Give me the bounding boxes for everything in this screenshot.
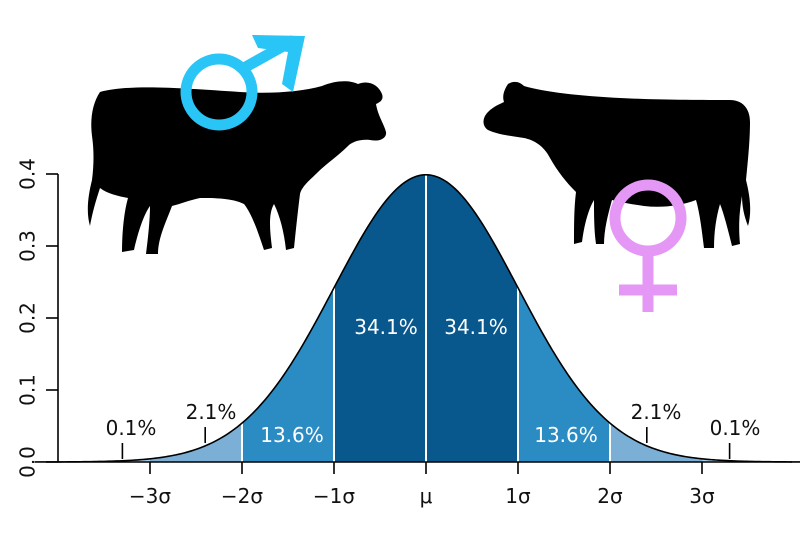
percent-label: 0.1% xyxy=(710,416,761,440)
y-tick-label: 0.1 xyxy=(16,374,40,406)
percent-label: 34.1% xyxy=(444,315,508,339)
x-tick-label: 1σ xyxy=(505,484,531,508)
y-tick-label: 0.2 xyxy=(16,302,40,334)
bull-silhouette-icon xyxy=(87,81,387,254)
x-tick-label: 3σ xyxy=(689,484,715,508)
percent-label: 0.1% xyxy=(106,416,157,440)
percent-label: 13.6% xyxy=(534,423,598,447)
male-symbol-icon xyxy=(180,35,305,131)
cow-silhouette-icon xyxy=(483,81,751,248)
female-symbol-icon xyxy=(609,179,687,312)
y-tick-label: 0.0 xyxy=(16,446,40,478)
x-tick-label: −3σ xyxy=(129,484,171,508)
x-tick-label: −2σ xyxy=(221,484,263,508)
region-fill xyxy=(610,423,702,462)
percent-label: 2.1% xyxy=(631,400,682,424)
percent-label: 34.1% xyxy=(354,315,418,339)
y-tick-label: 0.3 xyxy=(16,230,40,262)
percent-label: 13.6% xyxy=(260,423,324,447)
x-tick-label: −1σ xyxy=(313,484,355,508)
plot-area: −3σ −2σ −1σ μ 1σ 2σ 3σ 0.0 0.1 0.2 0.3 0.4 13.6% 34.1… xyxy=(16,158,800,508)
region-fill xyxy=(150,423,242,462)
x-tick-label: μ xyxy=(420,484,433,508)
density-curve xyxy=(34,173,800,463)
percent-label: 2.1% xyxy=(186,400,237,424)
x-tick-label: 2σ xyxy=(597,484,623,508)
y-tick-label: 0.4 xyxy=(16,158,40,190)
